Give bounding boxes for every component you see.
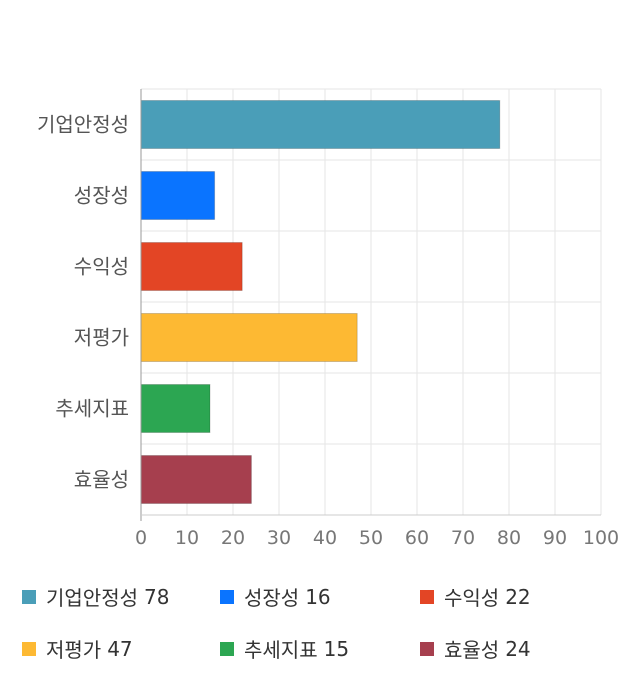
legend-item-trend: 추세지표 15: [220, 634, 349, 663]
legend-swatch: [420, 641, 434, 656]
legend-value: 24: [505, 636, 531, 661]
axes: [140, 89, 601, 521]
x-tick-label: 20: [221, 527, 245, 549]
x-tick-label: 0: [135, 527, 147, 549]
legend-value: 22: [505, 584, 531, 609]
legend-item-profitability: 수익성 22: [420, 582, 531, 611]
legend-item-efficiency: 효율성 24: [420, 634, 531, 663]
x-tick-label: 100: [583, 527, 619, 549]
bar: [140, 242, 243, 291]
bar: [140, 313, 358, 362]
legend-value: 15: [323, 636, 350, 661]
x-tick-label: 90: [543, 527, 567, 549]
legend-swatch: [220, 589, 234, 604]
x-tick-label: 80: [497, 527, 521, 549]
category-label: 효율성: [74, 468, 129, 492]
bar: [140, 384, 211, 433]
legend-item-undervalue: 저평가 47: [22, 634, 133, 663]
x-tick-labels: 0 10 20 30 40 50 60 70 80 90 100: [135, 527, 619, 549]
bars: [140, 100, 501, 504]
legend-label: 추세지표: [244, 638, 318, 662]
x-tick-label: 40: [313, 527, 337, 549]
legend-label: 성장성: [244, 586, 300, 610]
x-tick-label: 50: [359, 527, 383, 549]
x-tick-label: 30: [267, 527, 291, 549]
category-label: 기업안정성: [37, 113, 129, 137]
x-tick-label: 10: [175, 527, 199, 549]
legend-swatch: [420, 589, 434, 604]
legend-item-stability: 기업안정성 78: [22, 582, 169, 611]
category-label: 추세지표: [55, 397, 129, 421]
category-label: 수익성: [74, 255, 129, 279]
x-tick-label: 70: [451, 527, 475, 549]
legend-value: 16: [305, 584, 331, 609]
legend-swatch: [22, 641, 36, 656]
bar: [140, 100, 501, 149]
category-label: 성장성: [74, 184, 129, 208]
legend-value: 47: [107, 636, 133, 661]
bar: [140, 455, 252, 504]
legend-swatch: [220, 641, 234, 656]
legend-label: 저평가: [46, 638, 102, 662]
legend-label: 효율성: [444, 638, 500, 662]
x-tick-label: 60: [405, 527, 429, 549]
category-label: 저평가: [74, 326, 129, 350]
legend-swatch: [22, 589, 36, 604]
legend-value: 78: [144, 584, 170, 609]
legend-label: 수익성: [444, 586, 500, 610]
bar: [140, 171, 216, 220]
gridlines: [140, 88, 602, 516]
legend-item-growth: 성장성 16: [220, 582, 331, 611]
legend-label: 기업안정성: [46, 586, 138, 610]
